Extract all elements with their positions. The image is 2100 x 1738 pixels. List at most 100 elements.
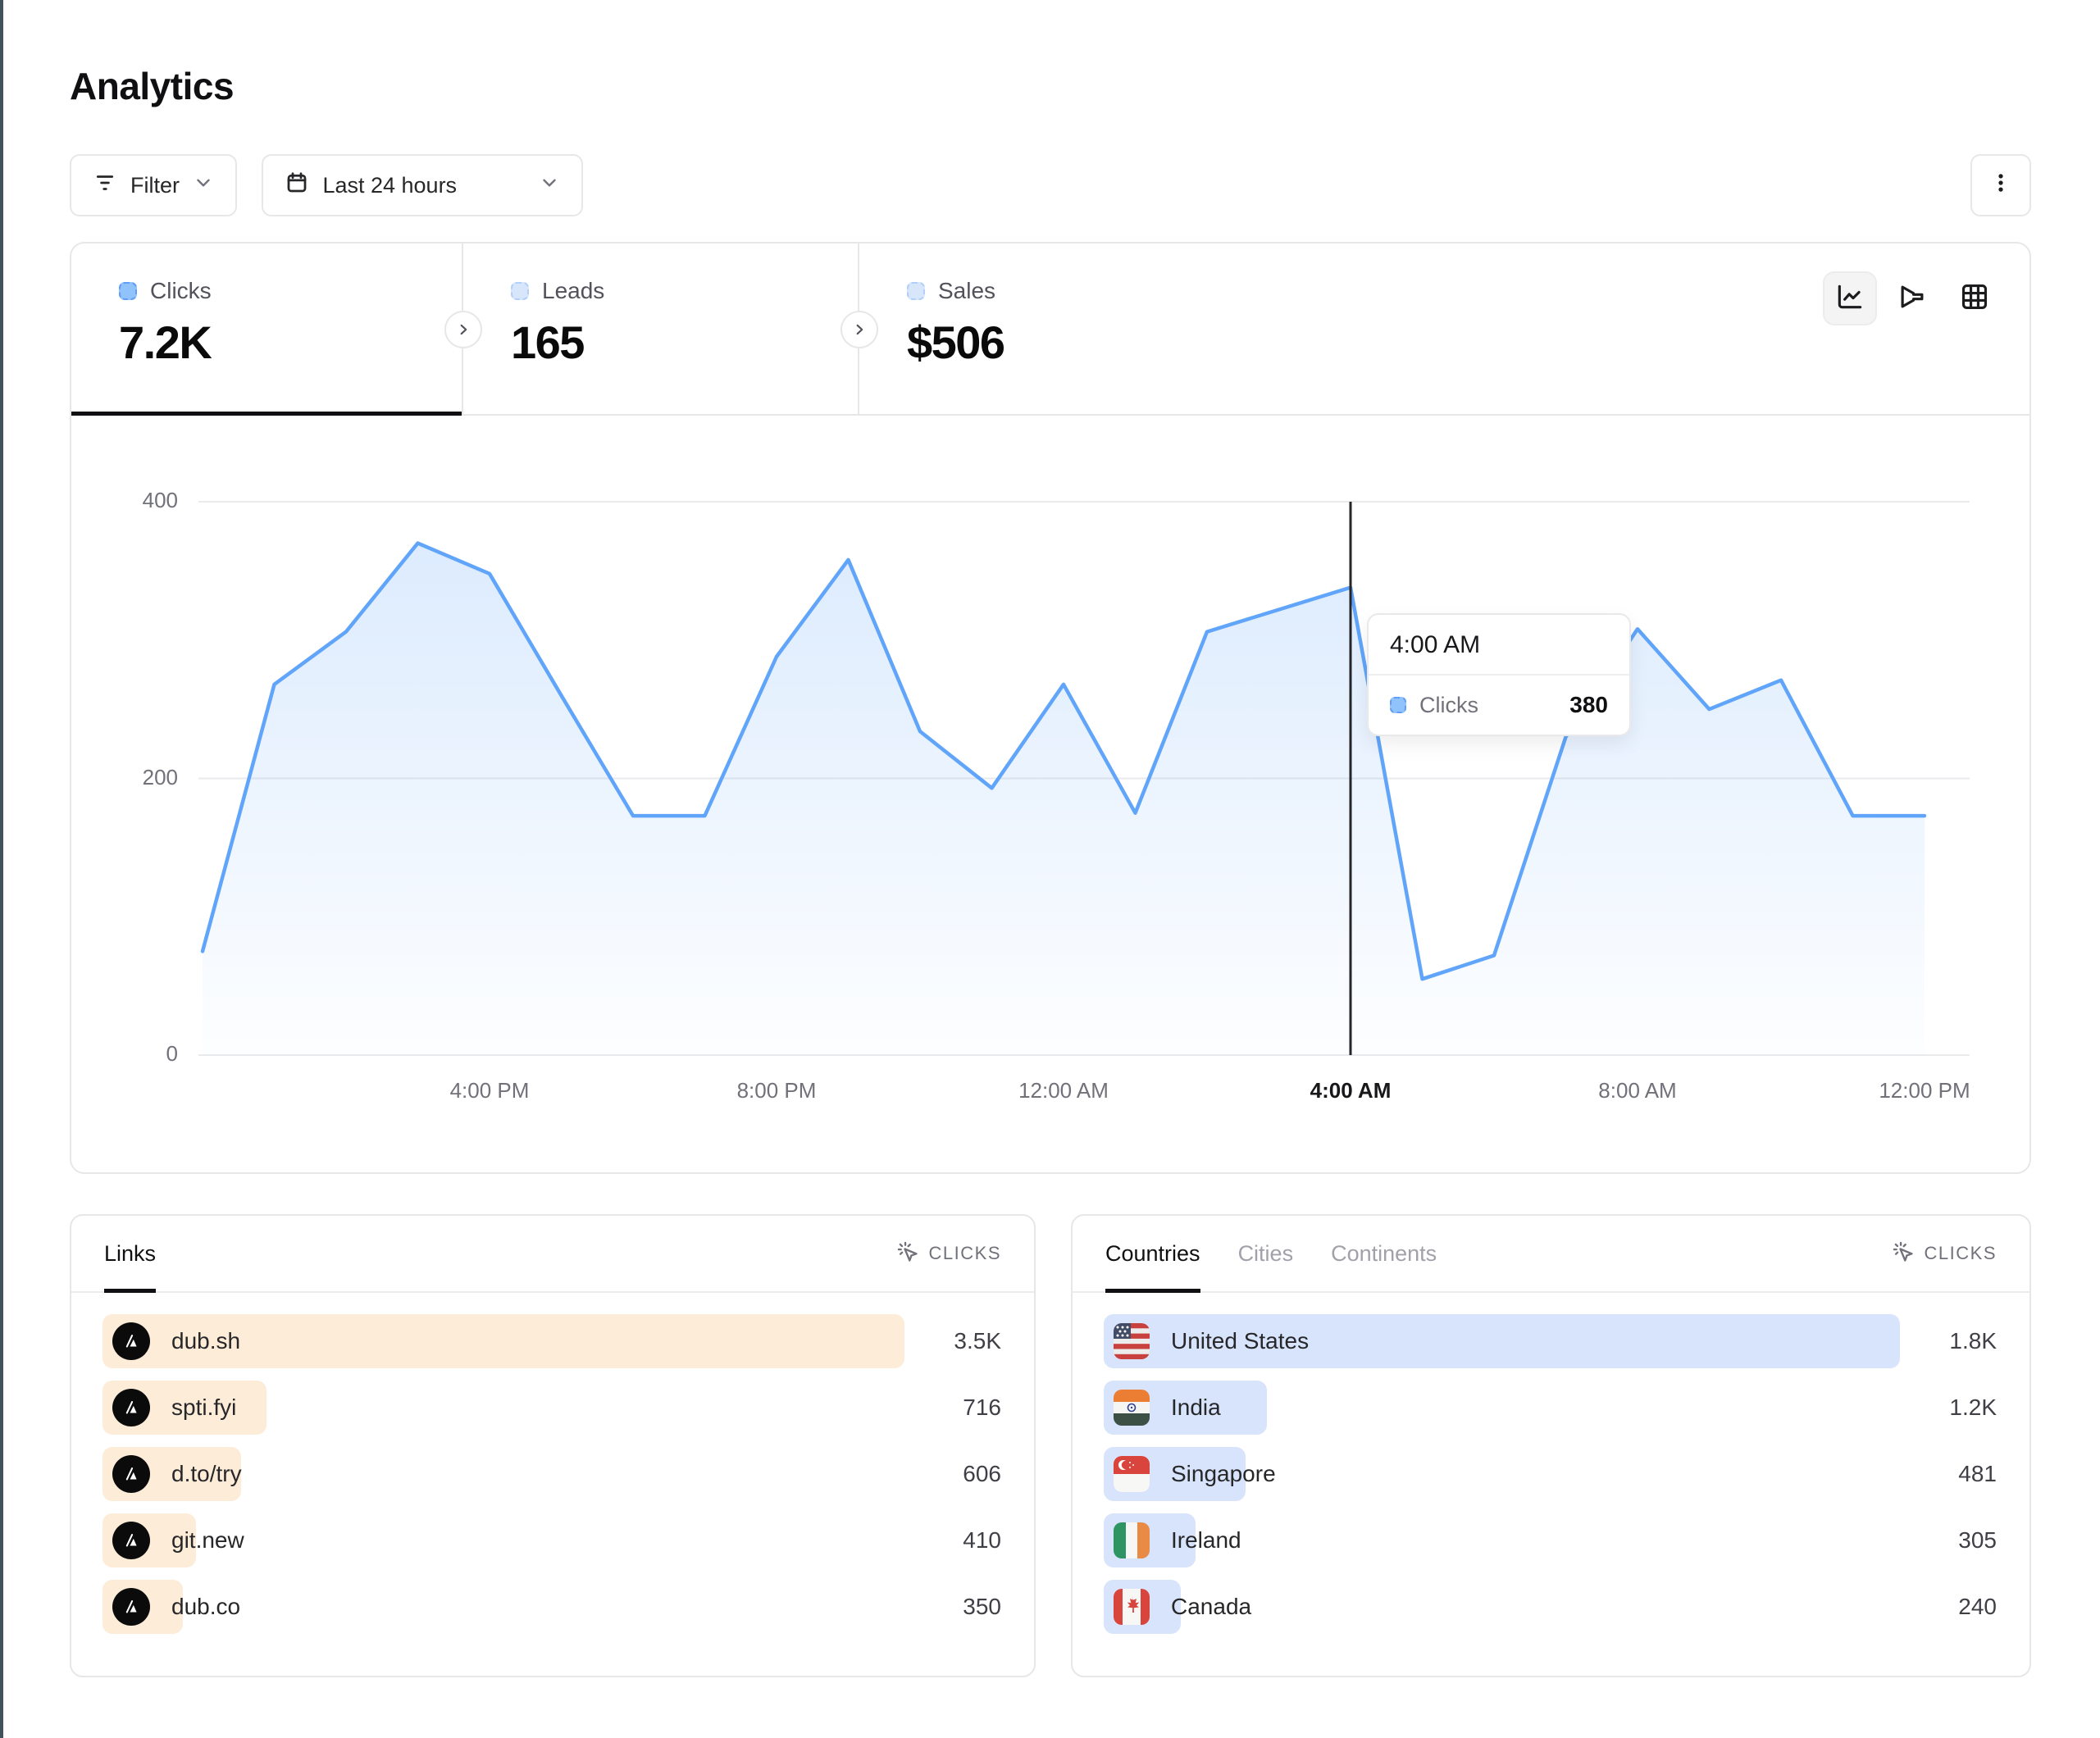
row-value: 240 xyxy=(1958,1594,1997,1619)
tab-leads[interactable]: Leads 165 xyxy=(463,243,859,414)
filter-button[interactable]: Filter xyxy=(70,154,237,216)
tab-sales[interactable]: Sales $506 xyxy=(859,243,2029,414)
column-label: CLICKS xyxy=(1924,1243,1997,1263)
funnel-chart-icon xyxy=(1897,281,1928,316)
dub-logo-icon xyxy=(112,1588,150,1626)
calendar-icon xyxy=(285,171,309,201)
dub-logo-icon xyxy=(112,1322,150,1360)
x-axis-tick: 4:00 AM xyxy=(1310,1078,1392,1103)
row-label: Singapore xyxy=(1171,1461,1276,1486)
row-value: 606 xyxy=(963,1461,1001,1486)
toolbar: Filter Last 24 hours xyxy=(70,154,2031,216)
filter-icon xyxy=(93,171,117,201)
clicks-area-chart[interactable]: 0 200 400 4:00 PM 8:00 PM 12:00 AM 4:00 AM 8:0… xyxy=(143,488,1970,1103)
geo-tabs: Countries Cities Continents xyxy=(1105,1216,1437,1293)
sales-legend-swatch xyxy=(907,282,925,300)
row-label: Canada xyxy=(1171,1594,1252,1619)
row-bar xyxy=(1104,1314,1900,1368)
x-axis-tick: 12:00 AM xyxy=(1018,1078,1109,1103)
row-label: git.new xyxy=(171,1527,244,1553)
link-row[interactable]: spti.fyi 716 xyxy=(102,1381,1001,1435)
row-label: Ireland xyxy=(1171,1527,1241,1553)
row-label: dub.co xyxy=(171,1594,241,1619)
ca-flag-icon xyxy=(1114,1589,1150,1625)
tab-cities[interactable]: Cities xyxy=(1237,1240,1294,1266)
y-axis-tick: 0 xyxy=(166,1041,178,1066)
y-axis-tick: 200 xyxy=(142,764,178,789)
x-axis: 4:00 PM 8:00 PM 12:00 AM 4:00 AM 8:00 AM 12:0… xyxy=(198,1078,1970,1111)
table-view-button[interactable] xyxy=(1947,271,2002,325)
chart-view-switcher xyxy=(1823,271,2002,325)
metric-tabs: Clicks 7.2K Leads 165 Sales $506 xyxy=(71,243,2029,416)
tooltip-series-label: Clicks xyxy=(1419,692,1478,717)
metric-label: Sales xyxy=(938,278,996,303)
metric-value: 7.2K xyxy=(119,316,212,368)
metric-label: Leads xyxy=(542,278,605,303)
mouse-pointer-click-icon xyxy=(896,1240,919,1267)
tab-links[interactable]: Links xyxy=(104,1216,157,1293)
sg-flag-icon xyxy=(1114,1456,1150,1492)
chevron-down-icon xyxy=(193,172,214,199)
us-flag-icon xyxy=(1114,1323,1150,1359)
link-row[interactable]: dub.co 350 xyxy=(102,1580,1001,1634)
links-rows: dub.sh 3.5K spti.fyi 716 d.to/try xyxy=(71,1293,1034,1634)
line-chart-icon xyxy=(1834,281,1865,316)
row-value: 716 xyxy=(963,1394,1001,1420)
line-chart-view-button[interactable] xyxy=(1823,271,1877,325)
funnel-view-button[interactable] xyxy=(1885,271,1939,325)
filter-button-label: Filter xyxy=(130,172,180,198)
link-row[interactable]: d.to/try 606 xyxy=(102,1447,1001,1501)
date-range-button[interactable]: Last 24 hours xyxy=(262,154,584,216)
dub-logo-icon xyxy=(112,1389,150,1426)
row-value: 305 xyxy=(1958,1527,1997,1553)
leads-legend-swatch xyxy=(511,282,529,300)
row-label: India xyxy=(1171,1394,1221,1420)
row-label: dub.sh xyxy=(171,1328,241,1354)
chart-tooltip: 4:00 AM Clicks 380 xyxy=(1367,613,1631,736)
link-row[interactable]: dub.sh 3.5K xyxy=(102,1314,1001,1368)
tab-countries[interactable]: Countries xyxy=(1105,1216,1200,1293)
row-value: 410 xyxy=(963,1527,1001,1553)
x-axis-tick: 8:00 PM xyxy=(736,1078,817,1103)
expand-sales-button[interactable] xyxy=(840,311,878,348)
tooltip-value: 380 xyxy=(1569,692,1608,717)
tab-continents[interactable]: Continents xyxy=(1331,1240,1437,1266)
country-row[interactable]: Ireland 305 xyxy=(1104,1513,1997,1567)
link-row[interactable]: git.new 410 xyxy=(102,1513,1001,1567)
row-value: 350 xyxy=(963,1594,1001,1619)
row-value: 1.2K xyxy=(1949,1394,1997,1420)
country-row[interactable]: Canada 240 xyxy=(1104,1580,1997,1634)
page-title: Analytics xyxy=(70,65,235,107)
row-value: 3.5K xyxy=(954,1328,1001,1354)
analytics-chart-card: Clicks 7.2K Leads 165 Sales $506 xyxy=(70,242,2031,1174)
metric-value: 165 xyxy=(511,316,585,368)
chevron-down-icon xyxy=(539,172,560,199)
in-flag-icon xyxy=(1114,1390,1150,1426)
ie-flag-icon xyxy=(1114,1522,1150,1558)
tooltip-time: 4:00 AM xyxy=(1369,615,1629,676)
country-row[interactable]: India 1.2K xyxy=(1104,1381,1997,1435)
mouse-pointer-click-icon xyxy=(1892,1240,1915,1267)
geo-rows: United States 1.8K India 1.2K Singapore xyxy=(1073,1293,2029,1634)
window-edge-accent xyxy=(0,0,3,1738)
row-value: 1.8K xyxy=(1949,1328,1997,1354)
y-axis-tick: 400 xyxy=(142,488,178,512)
expand-leads-button[interactable] xyxy=(444,311,482,348)
x-axis-tick: 8:00 AM xyxy=(1598,1078,1677,1103)
more-options-button[interactable] xyxy=(1970,154,2031,216)
tab-clicks[interactable]: Clicks 7.2K xyxy=(71,243,463,416)
row-value: 481 xyxy=(1958,1461,1997,1486)
tooltip-legend-swatch xyxy=(1390,697,1406,713)
country-row[interactable]: Singapore 481 xyxy=(1104,1447,1997,1501)
table-grid-icon xyxy=(1959,281,1990,316)
geo-sort-column[interactable]: CLICKS xyxy=(1892,1240,1997,1267)
kebab-menu-icon xyxy=(1988,171,2013,201)
clicks-legend-swatch xyxy=(119,282,137,300)
row-bar xyxy=(102,1314,904,1368)
links-sort-column[interactable]: CLICKS xyxy=(896,1240,1001,1267)
country-row[interactable]: United States 1.8K xyxy=(1104,1314,1997,1368)
chart-canvas[interactable] xyxy=(198,501,1970,1056)
date-range-label: Last 24 hours xyxy=(322,172,458,198)
links-panel: Links CLICKS dub.sh 3.5K xyxy=(70,1214,1036,1677)
column-label: CLICKS xyxy=(928,1243,1001,1263)
